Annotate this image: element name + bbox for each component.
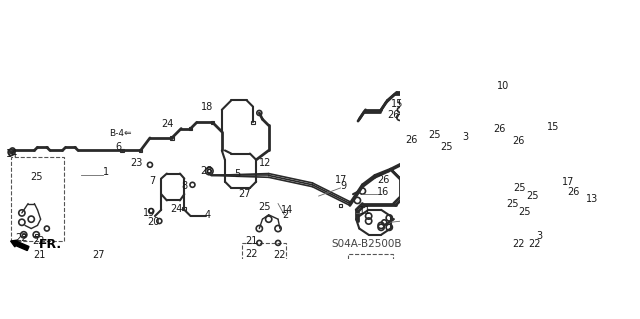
Text: 9: 9 (340, 181, 347, 191)
Bar (35, 234, 38, 236)
Text: 27: 27 (92, 250, 105, 260)
Bar (251, 121, 255, 124)
Text: 25: 25 (514, 183, 526, 193)
Text: 26: 26 (567, 187, 580, 197)
Text: 21: 21 (33, 250, 45, 260)
Text: 22: 22 (33, 236, 45, 246)
Text: 15: 15 (390, 99, 403, 108)
Bar (189, 127, 193, 130)
Text: 8: 8 (181, 181, 188, 191)
Text: 5: 5 (234, 168, 241, 179)
Text: 13: 13 (586, 194, 598, 204)
Text: 25: 25 (429, 130, 441, 140)
Text: 26: 26 (513, 136, 525, 146)
Bar (348, 254, 393, 316)
Bar (211, 121, 214, 124)
Text: 26: 26 (493, 123, 506, 134)
Text: 24: 24 (171, 204, 183, 213)
Bar (182, 207, 186, 210)
Circle shape (10, 151, 13, 154)
Text: 10: 10 (497, 81, 509, 91)
Text: 26: 26 (387, 110, 400, 120)
Text: 19: 19 (143, 208, 155, 218)
Text: 16: 16 (377, 187, 389, 197)
Text: 1: 1 (103, 167, 109, 177)
Bar (120, 149, 124, 152)
Text: 28: 28 (200, 166, 212, 176)
Text: 4: 4 (205, 210, 211, 220)
Text: 21: 21 (246, 236, 258, 246)
Bar (170, 137, 173, 139)
Text: 25: 25 (30, 172, 42, 182)
Text: 7: 7 (148, 176, 155, 186)
Text: 11: 11 (359, 206, 372, 216)
Text: 22: 22 (15, 233, 28, 243)
Text: 14: 14 (281, 205, 293, 215)
Text: 14: 14 (6, 149, 19, 159)
Bar (243, 243, 286, 312)
Text: 25: 25 (440, 142, 452, 152)
Text: S04A-B2500B: S04A-B2500B (331, 239, 402, 249)
Bar (12, 157, 65, 241)
Text: 22: 22 (513, 239, 525, 249)
Text: 2: 2 (282, 210, 289, 220)
Text: 23: 23 (130, 158, 142, 168)
Text: 25: 25 (506, 198, 518, 209)
Text: 17: 17 (335, 175, 348, 185)
Text: 3: 3 (536, 231, 542, 241)
Text: 15: 15 (547, 122, 559, 132)
Text: 18: 18 (201, 102, 214, 112)
Text: 26: 26 (405, 135, 417, 145)
Text: 22: 22 (246, 249, 258, 258)
Text: 22: 22 (528, 239, 540, 249)
Text: 20: 20 (147, 217, 159, 227)
Bar (139, 149, 143, 152)
Text: 6: 6 (116, 142, 122, 152)
Text: B-4⇐: B-4⇐ (109, 129, 132, 138)
Bar (339, 204, 342, 207)
Text: FR.: FR. (39, 238, 62, 251)
Text: 24: 24 (161, 119, 173, 129)
Text: 25: 25 (518, 207, 531, 217)
Text: 25: 25 (258, 202, 271, 212)
Text: 27: 27 (239, 189, 251, 199)
FancyArrow shape (11, 240, 29, 250)
Text: 26: 26 (377, 175, 389, 185)
Text: 22: 22 (274, 250, 286, 260)
Bar (22, 234, 26, 236)
Text: 3: 3 (462, 132, 468, 142)
Text: 12: 12 (259, 158, 271, 168)
Bar (360, 204, 364, 207)
Text: 25: 25 (526, 191, 539, 201)
Text: 17: 17 (563, 177, 575, 187)
